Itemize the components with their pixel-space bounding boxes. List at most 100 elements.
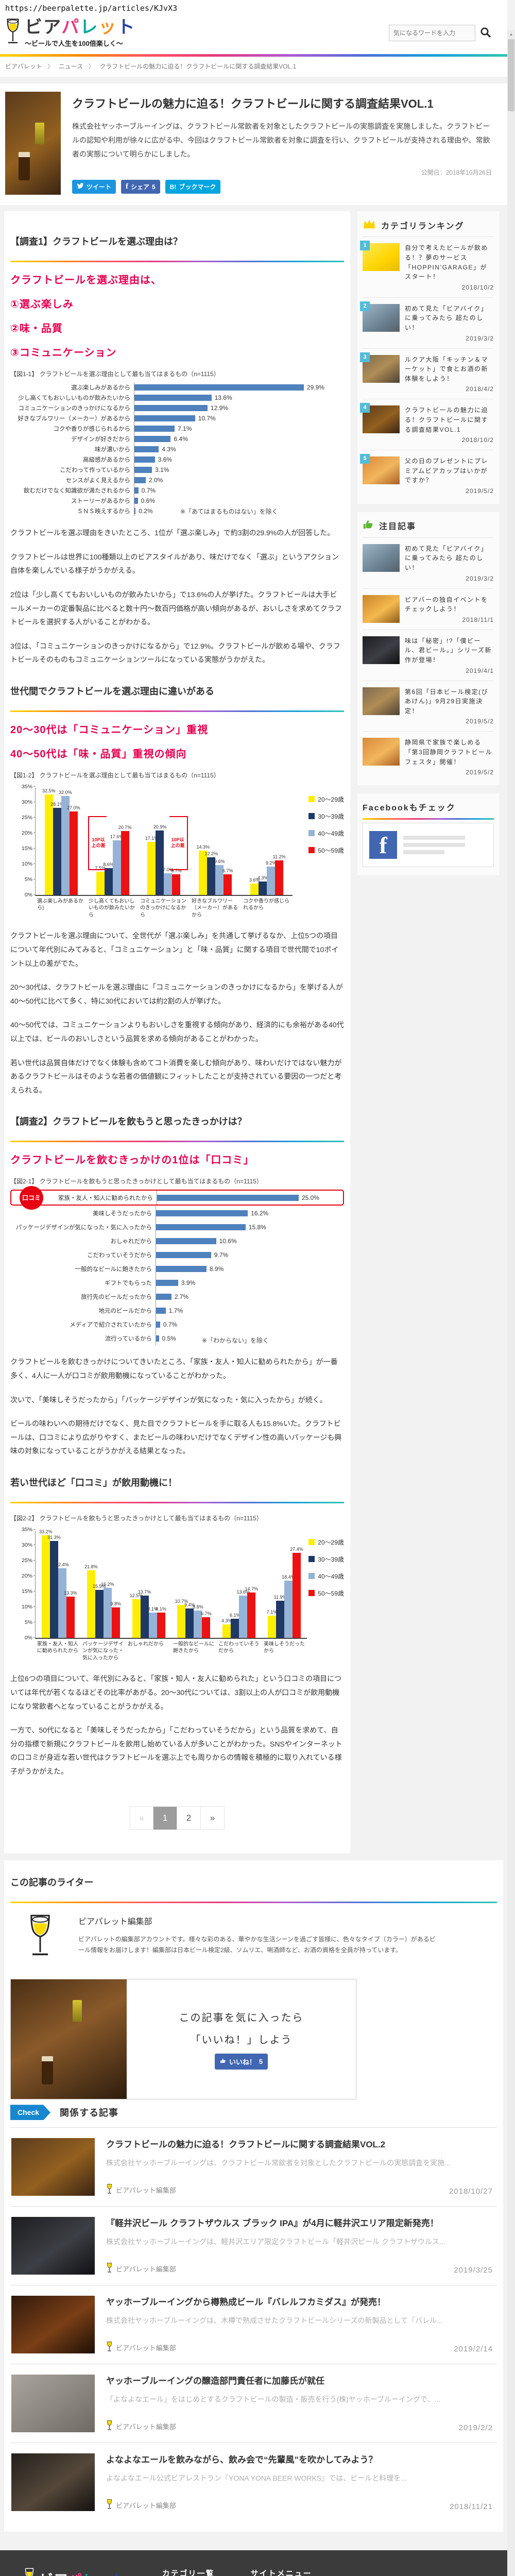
featured-articles-box: 注目記事 初めて見た「ビアバイク」に乗ってみたら 超たのしい！ 2019/3/2 ビ…	[357, 512, 499, 786]
red-subheading: クラフトビールを飲むきっかけの1位は「口コミ」	[10, 1155, 254, 1166]
facebook-like-button[interactable]: いいね！ 5	[214, 2053, 268, 2070]
logo-char: ア	[43, 18, 62, 37]
pagination-page[interactable]: 2	[177, 1806, 201, 1831]
featured-item[interactable]: ビアバーの独自イベントをチェックしよう！ 2018/11/1	[363, 588, 494, 630]
tweet-button[interactable]: ツイート	[72, 180, 116, 194]
browser-url[interactable]: https://beerpalette.jp/articles/KJvX3	[0, 0, 507, 14]
related-article-item[interactable]: よなよなエールを飲みながら、飲み会で“先輩風”を吹かしてみよう？ よなよなエール公…	[10, 2443, 497, 2521]
chart-value-label: 9.7%	[214, 1251, 229, 1259]
search-area	[389, 25, 492, 42]
chart-bar: 16.2%	[101, 1582, 114, 1638]
beer-glass-decor	[19, 152, 30, 181]
y-axis-tick-label: 25%	[21, 1557, 32, 1564]
like-card-line1: この記事を気に入ったら	[179, 2012, 304, 2024]
site-logo[interactable]: ビアパレット ～ビールで人生を100倍楽しく～	[4, 18, 135, 48]
chart-bar: 4.3%	[258, 875, 268, 895]
chart-bar: 7.1%	[267, 1609, 277, 1638]
ranking-item[interactable]: 4 クラフトビールの魅力に迫る！クラフトビールに関する調査結果VOL.1 2018/…	[360, 399, 494, 450]
chart-bar: 32.5%	[42, 788, 56, 895]
article-body: 【調査1】クラフトビールを選ぶ理由は？ クラフトビールを選ぶ理由は、 ①選ぶ楽しみ…	[4, 211, 350, 1854]
chart-value-label: 27.4%	[290, 1547, 303, 1552]
pagination-next[interactable]: »	[201, 1806, 225, 1831]
article-hero-image	[5, 92, 61, 195]
body-paragraph: クラフトビールを選ぶ理由をきいたところ、1位が「選ぶ楽しみ」で約3割の29.9%…	[10, 529, 335, 537]
chart-bar-row: 高級感があるから 3.6%	[10, 454, 344, 465]
author-name: ビアパレット編集部	[116, 2423, 176, 2431]
featured-item[interactable]: 初めて見た「ビアバイク」に乗ってみたら 超たのしい！ 2019/3/2	[363, 537, 494, 588]
pagination-prev[interactable]: «	[130, 1806, 153, 1831]
body-paragraph: 3位は、「コミュニケーションのきっかけになるから」で12.9%。クラフトビールが…	[10, 641, 340, 664]
ranking-item[interactable]: 1 自分で考えたビールが飲める！？夢のサービス「HOPPIN’GARAGE」がスタ…	[360, 236, 494, 297]
featured-item[interactable]: 第6回「日本ビール検定(びあけん)」9月29日実施決定！ 2019/5/2	[363, 680, 494, 732]
chart-bar: 6.1%	[230, 1613, 240, 1638]
facebook-share-button[interactable]: f シェア 5	[121, 180, 160, 194]
chart-category-label: 一般的なビールに飽きたから	[75, 1266, 152, 1273]
chart-value-label: 0.5%	[162, 1334, 176, 1342]
scrollbar[interactable]: ▲	[507, 30, 515, 2576]
writer-name[interactable]: ビアパレット編集部	[78, 1918, 152, 1927]
breadcrumb-item[interactable]: ビアパレット	[5, 63, 42, 71]
article-author: ビアパレット編集部	[106, 2184, 176, 2196]
scrollbar-up-arrow-icon[interactable]: ▲	[509, 32, 513, 37]
related-article-item[interactable]: 『軽井沢ビール クラフトザウルス ブラック IPA』が4月に軽井沢エリア限定新発…	[10, 2206, 497, 2285]
chart-bar: 7.0%	[163, 867, 174, 895]
y-axis-tick-label: 0%	[24, 891, 32, 898]
legend-swatch	[308, 796, 315, 803]
chart-annotation: 10P以上の差	[88, 816, 107, 870]
related-article-item[interactable]: ヤッホーブルーイングから樽熟成ビール『バレルフカミダス』が発売！ 株式会社ヤッホー…	[10, 2285, 497, 2364]
chart-category-label: 美味しそうだったから	[93, 1210, 152, 1217]
featured-item[interactable]: 味は「秘密」!?「僕ビール、君ビール。」シリーズ新作が登場！ 2019/4/1	[363, 629, 494, 681]
article-excerpt: 株式会社ヤッホーブルーイングは、軽井沢エリア限定クラフトビール「軽井沢ビール ク…	[106, 2237, 445, 2246]
ranking-item[interactable]: 2 初めて見た「ビアバイク」に乗ってみたら 超たのしい！ 2019/3/2	[360, 297, 494, 348]
author-name: ビアパレット編集部	[116, 2265, 176, 2274]
related-article-item[interactable]: ヤッホーブルーイングの醸造部門責任者に加藤氏が就任 「よなよなエール」をはじめとす…	[10, 2364, 497, 2443]
chart-bar: 9.6%	[214, 859, 225, 895]
fig2-2-caption: 【図2-2】 クラフトビールを飲もうと思ったきっかけとして最も当てはまるもの（n…	[10, 1514, 263, 1522]
rank-badge: 1	[360, 241, 370, 251]
chart-bar: 8.1%	[156, 1606, 166, 1638]
search-input[interactable]	[389, 25, 475, 42]
chart-bar: 13.3%	[64, 1590, 77, 1638]
beer-glass-icon	[106, 2263, 113, 2275]
rainbow-divider	[0, 54, 507, 57]
legend-swatch	[308, 813, 315, 820]
chart-category-label: こだわっていそうだから	[218, 1641, 260, 1654]
legend-label: 20～29歳	[318, 1538, 344, 1546]
related-article-item[interactable]: クラフトビールの魅力に迫る！クラフトビールに関する調査結果VOL.2 株式会社ヤッ…	[10, 2127, 497, 2206]
chart-bar	[156, 1210, 248, 1216]
chart-bar: 27.4%	[290, 1547, 303, 1638]
footer-logo-text: ビアパレット	[40, 2569, 126, 2576]
crown-icon	[363, 218, 376, 231]
ranking-item[interactable]: 5 父の日のプレゼントにプレミアムビアカップはいかがですか？ 2019/5/2	[360, 450, 494, 501]
chart-value-label: 11.9%	[273, 1595, 287, 1600]
chart-bar-row: 少し高くてもおいしいものが飲みたいから 13.6%	[10, 393, 344, 403]
chart-value-label: 9.2%	[265, 860, 277, 866]
published-date: 公開日：2018年10月26日	[421, 169, 492, 177]
footer-logo[interactable]: ビアパレット ～ビールで人生を100倍楽しく～	[23, 2568, 126, 2576]
s1-paragraphs: クラフトビールを選ぶ理由をきいたところ、1位が「選ぶ楽しみ」で約3割の29.9%…	[10, 526, 344, 667]
breadcrumb-item[interactable]: ニュース	[58, 63, 83, 71]
chart-value-label: 17.1%	[145, 836, 159, 841]
scrollbar-thumb[interactable]	[508, 39, 514, 111]
chart-value-label: 1.7%	[168, 1307, 183, 1314]
chart-bar-row: 地元のビールだから 1.7%	[10, 1303, 344, 1318]
chart-bar: 13.6%	[236, 1589, 250, 1638]
pagination-page[interactable]: 1	[153, 1806, 177, 1831]
article-date: 2019/2/2	[458, 2424, 493, 2433]
search-button[interactable]	[479, 26, 492, 40]
article-author: ビアパレット編集部	[106, 2263, 176, 2275]
legend-item: 40～49歳	[308, 829, 344, 838]
chart-category-label: 飲むだけでなく知識欲が満たされるから	[24, 488, 130, 495]
featured-item[interactable]: 静岡県で家族で楽しめる「第3回静岡クラフトビールフェスタ」開催！ 2019/5/2	[363, 731, 494, 782]
ranking-item[interactable]: 3 ルクア大阪「キッチン＆マーケット」で食とお酒の新体験をしよう！ 2018/4/2	[360, 348, 494, 399]
chart-category-label: 高級感があるから	[83, 457, 130, 464]
logo-char: ッ	[98, 18, 117, 37]
article-title-link: 静岡県で家族で楽しめる「第3回静岡クラフトビールフェスタ」開催！	[405, 739, 493, 766]
hatena-bookmark-button[interactable]: B! ブックマーク	[165, 180, 221, 194]
chart-bar-row: ＳＮＳ映えするから 0.2%	[10, 506, 344, 517]
legend-item: 30～39歳	[308, 1555, 344, 1564]
s2-paragraphs: クラフトビールを選ぶ理由について、全世代が「選ぶ楽しみ」を共通して挙げるなか、上…	[10, 929, 344, 1097]
facebook-page-plugin[interactable]: f	[363, 823, 494, 868]
chart-bar: 14.3%	[197, 844, 210, 895]
thumb-icon	[220, 2058, 226, 2065]
